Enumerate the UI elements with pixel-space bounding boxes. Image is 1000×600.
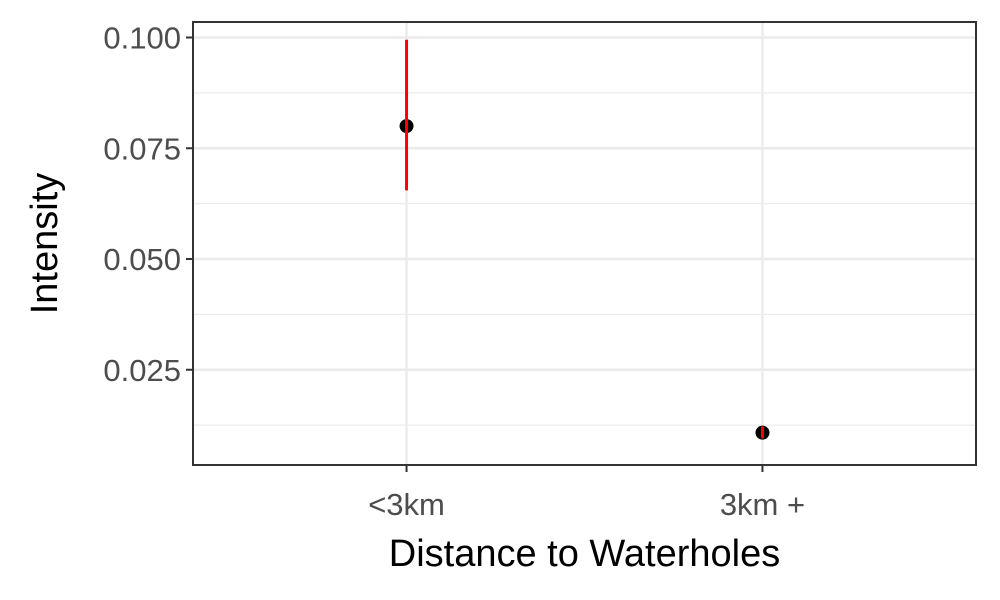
x-tick-label: 3km + [720,487,805,522]
y-tick-label: 0.100 [103,21,181,56]
data-layer [399,39,770,440]
grid-layer [193,22,976,465]
y-tick-label: 0.050 [103,242,181,277]
axis-layer: 0.025 0.050 0.075 0.100 <3km 3km + [103,21,805,522]
panel-border [192,21,977,466]
x-tick-label: <3km [368,487,445,522]
x-axis-title: Distance to Waterholes [389,533,780,575]
y-tick-label: 0.025 [103,353,181,388]
y-tick-label: 0.075 [103,131,181,166]
y-axis-title: Intensity [24,173,66,315]
